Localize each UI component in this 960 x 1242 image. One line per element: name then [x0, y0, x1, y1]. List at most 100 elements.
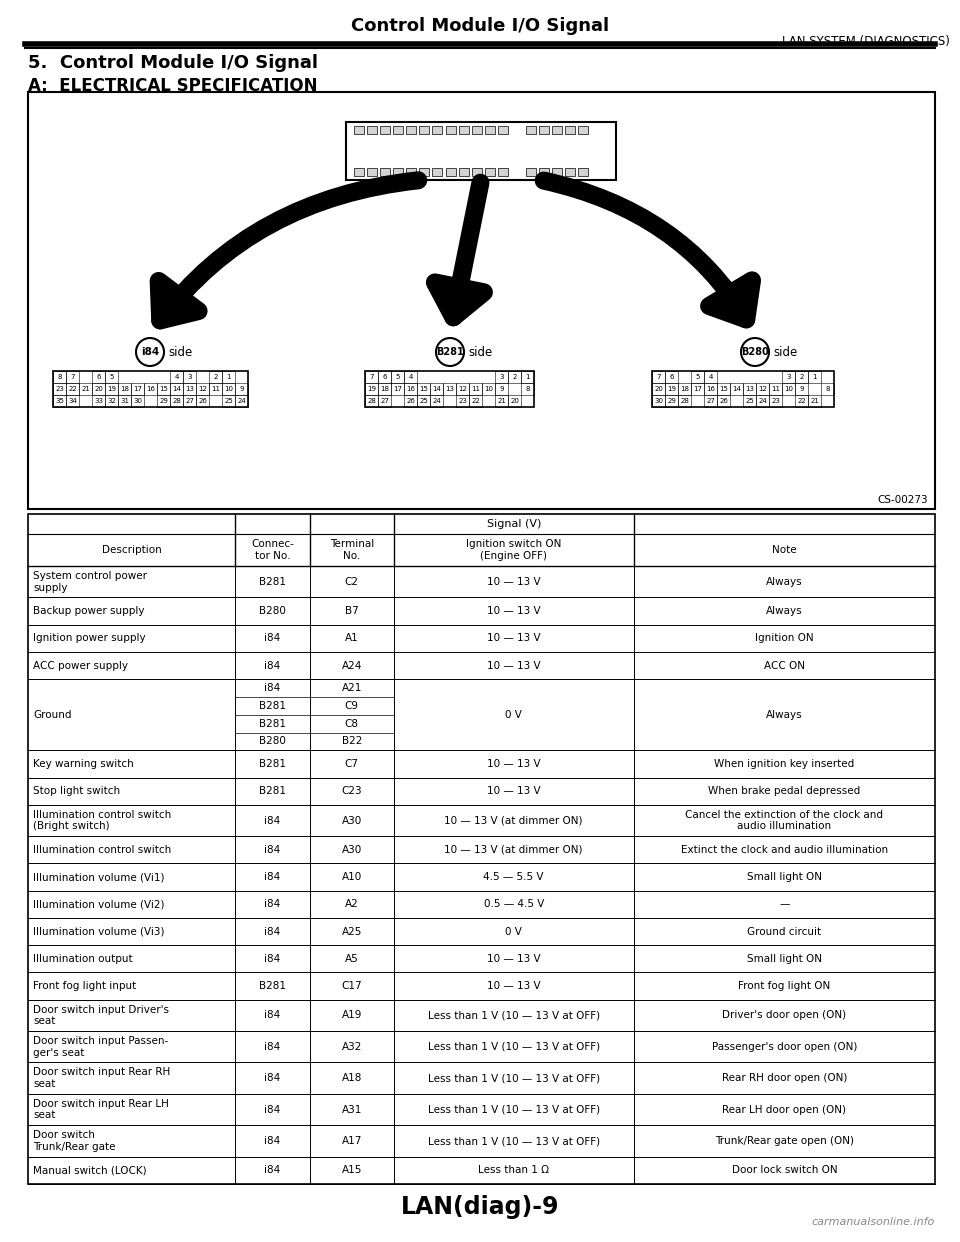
Text: 24: 24 — [237, 397, 246, 404]
Text: ACC ON: ACC ON — [764, 661, 804, 671]
Bar — [552, 168, 562, 176]
Text: 10: 10 — [224, 386, 233, 392]
Text: Cancel the extinction of the clock and
audio illumination: Cancel the extinction of the clock and a… — [685, 810, 883, 831]
Bar — [391, 371, 404, 383]
Text: CS-00273: CS-00273 — [877, 496, 928, 505]
Text: B281: B281 — [436, 347, 464, 356]
Text: System control power
supply: System control power supply — [33, 571, 147, 592]
Text: 12: 12 — [198, 386, 207, 392]
Text: Front fog light input: Front fog light input — [33, 981, 136, 991]
Bar — [406, 168, 416, 176]
Bar — [472, 125, 482, 134]
Text: A10: A10 — [342, 872, 362, 882]
Text: 26: 26 — [719, 397, 728, 404]
Text: C2: C2 — [345, 576, 359, 586]
Text: i84: i84 — [264, 954, 280, 964]
Text: 28: 28 — [680, 397, 689, 404]
Text: Door lock switch ON: Door lock switch ON — [732, 1165, 837, 1175]
Text: Small light ON: Small light ON — [747, 954, 822, 964]
Bar — [459, 125, 469, 134]
Text: ACC power supply: ACC power supply — [33, 661, 128, 671]
Text: 9: 9 — [239, 386, 244, 392]
Bar — [365, 383, 378, 395]
Bar — [795, 395, 808, 407]
Text: A5: A5 — [345, 954, 359, 964]
Bar — [769, 395, 782, 407]
Text: 16: 16 — [706, 386, 715, 392]
Text: A32: A32 — [342, 1042, 362, 1052]
Text: Always: Always — [766, 606, 803, 616]
Text: C9: C9 — [345, 700, 359, 710]
Text: 27: 27 — [380, 397, 389, 404]
Bar — [417, 395, 430, 407]
Text: 14: 14 — [732, 386, 741, 392]
Text: Control Module I/O Signal: Control Module I/O Signal — [351, 17, 609, 35]
Text: Driver's door open (ON): Driver's door open (ON) — [722, 1010, 847, 1021]
Text: 16: 16 — [406, 386, 415, 392]
Bar — [539, 168, 549, 176]
Text: 7: 7 — [70, 374, 75, 380]
Text: 1: 1 — [812, 374, 817, 380]
Text: 29: 29 — [667, 397, 676, 404]
Bar — [665, 395, 678, 407]
Text: 6: 6 — [96, 374, 101, 380]
Text: 10 — 13 V: 10 — 13 V — [487, 606, 540, 616]
Text: B281: B281 — [259, 786, 286, 796]
Text: 8: 8 — [826, 386, 829, 392]
Bar — [118, 395, 131, 407]
Text: C7: C7 — [345, 759, 359, 769]
Bar — [498, 125, 508, 134]
Text: Door switch
Trunk/Rear gate: Door switch Trunk/Rear gate — [33, 1130, 115, 1151]
Bar — [222, 383, 235, 395]
Bar — [118, 383, 131, 395]
Text: 31: 31 — [120, 397, 129, 404]
Bar — [354, 168, 364, 176]
Text: side: side — [168, 345, 192, 359]
Bar — [469, 383, 482, 395]
Text: 9: 9 — [499, 386, 504, 392]
Text: 2: 2 — [800, 374, 804, 380]
Bar — [196, 395, 209, 407]
Bar — [170, 383, 183, 395]
Bar — [404, 395, 417, 407]
Bar — [144, 383, 157, 395]
Bar — [183, 383, 196, 395]
FancyArrowPatch shape — [435, 183, 484, 317]
Bar — [105, 383, 118, 395]
Text: Illumination volume (Vi1): Illumination volume (Vi1) — [33, 872, 164, 882]
Text: side: side — [773, 345, 797, 359]
Text: A1: A1 — [345, 633, 359, 643]
Text: 16: 16 — [146, 386, 155, 392]
Text: B280: B280 — [259, 737, 286, 746]
Bar — [446, 125, 456, 134]
Text: 10 — 13 V: 10 — 13 V — [487, 759, 540, 769]
Bar — [508, 371, 521, 383]
Bar — [808, 371, 821, 383]
Text: A15: A15 — [342, 1165, 362, 1175]
Text: 10 — 13 V (at dimmer ON): 10 — 13 V (at dimmer ON) — [444, 845, 583, 854]
Text: 8: 8 — [58, 374, 61, 380]
Text: 13: 13 — [745, 386, 754, 392]
Text: Small light ON: Small light ON — [747, 872, 822, 882]
Bar — [456, 395, 469, 407]
Text: Door switch input Driver's
seat: Door switch input Driver's seat — [33, 1005, 169, 1026]
Bar — [157, 395, 170, 407]
Bar — [565, 125, 575, 134]
Text: 20: 20 — [510, 397, 519, 404]
Text: 5.  Control Module I/O Signal: 5. Control Module I/O Signal — [28, 53, 318, 72]
Bar — [79, 383, 92, 395]
Text: Manual switch (LOCK): Manual switch (LOCK) — [33, 1165, 147, 1175]
Text: LAN SYSTEM (DIAGNOSTICS): LAN SYSTEM (DIAGNOSTICS) — [782, 35, 950, 48]
Text: Rear RH door open (ON): Rear RH door open (ON) — [722, 1073, 847, 1083]
Bar — [769, 383, 782, 395]
Text: 18: 18 — [680, 386, 689, 392]
Text: 5: 5 — [109, 374, 113, 380]
Text: C8: C8 — [345, 719, 359, 729]
Bar — [678, 383, 691, 395]
Text: B22: B22 — [342, 737, 362, 746]
Text: 32: 32 — [108, 397, 116, 404]
Text: 10 — 13 V: 10 — 13 V — [487, 576, 540, 586]
Bar — [105, 395, 118, 407]
Text: Less than 1 V (10 — 13 V at OFF): Less than 1 V (10 — 13 V at OFF) — [427, 1073, 600, 1083]
Text: side: side — [468, 345, 492, 359]
